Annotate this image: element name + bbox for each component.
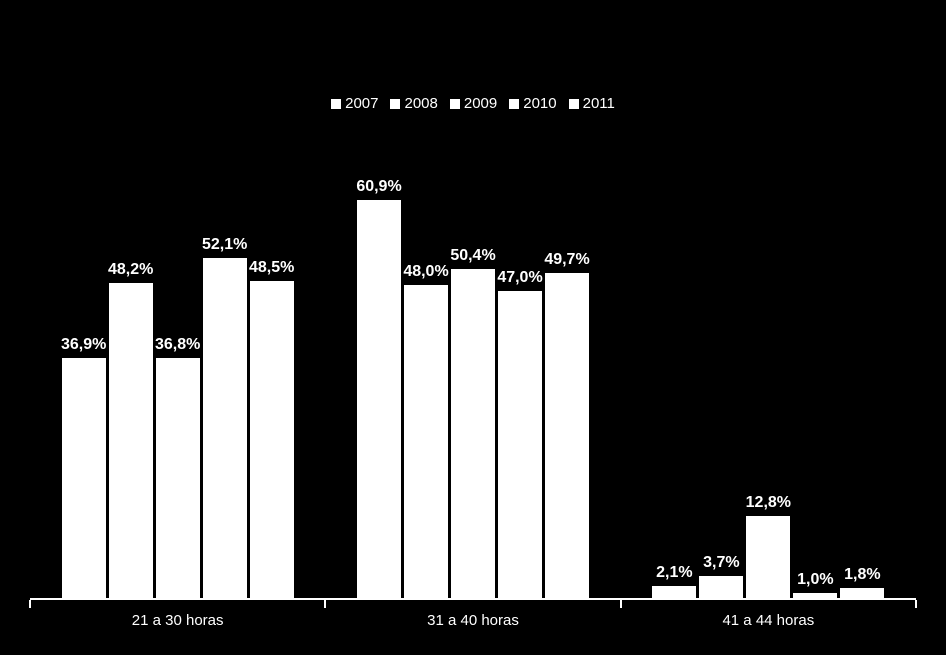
legend-item-2009: 2009 <box>450 95 497 112</box>
bar-value-label: 49,7% <box>544 251 589 269</box>
legend-swatch-icon <box>569 99 579 109</box>
bar: 2,1% <box>652 586 696 600</box>
legend-swatch-icon <box>390 99 400 109</box>
category-label: 41 a 44 horas <box>668 612 868 629</box>
bar-value-label: 36,9% <box>61 336 106 354</box>
bar-value-label: 48,2% <box>108 261 153 279</box>
bar: 3,7% <box>699 576 743 600</box>
bar-value-label: 47,0% <box>497 269 542 287</box>
axis-tick <box>324 600 326 608</box>
bar: 36,9% <box>62 358 106 600</box>
bar-value-label: 36,8% <box>155 336 200 354</box>
bar-value-label: 2,1% <box>656 564 692 582</box>
legend-label: 2007 <box>345 95 378 112</box>
bar: 36,8% <box>156 358 200 600</box>
bar: 48,0% <box>404 285 448 600</box>
bar: 52,1% <box>203 258 247 600</box>
chart-legend: 2007 2008 2009 2010 2011 <box>0 95 946 112</box>
axis-tick <box>915 600 917 608</box>
bar: 1,0% <box>793 593 837 600</box>
bar-group: 2,1%3,7%12,8%1,0%1,8% <box>652 516 884 600</box>
legend-item-2008: 2008 <box>390 95 437 112</box>
bar: 49,7% <box>545 273 589 600</box>
plot-area: 36,9%48,2%36,8%52,1%48,5%21 a 30 horas60… <box>30 140 916 600</box>
legend-item-2010: 2010 <box>509 95 556 112</box>
legend-item-2011: 2011 <box>569 95 615 112</box>
bar-group: 36,9%48,2%36,8%52,1%48,5% <box>62 258 294 600</box>
bar: 50,4% <box>451 269 495 600</box>
legend-label: 2009 <box>464 95 497 112</box>
bar-value-label: 52,1% <box>202 236 247 254</box>
legend-swatch-icon <box>450 99 460 109</box>
bar: 60,9% <box>357 200 401 600</box>
bar: 47,0% <box>498 291 542 600</box>
grouped-bar-chart: 2007 2008 2009 2010 2011 36,9%48,2%36,8%… <box>0 0 946 655</box>
category-label: 21 a 30 horas <box>78 612 278 629</box>
bar-value-label: 1,8% <box>844 566 880 584</box>
axis-tick <box>620 600 622 608</box>
bar-group: 60,9%48,0%50,4%47,0%49,7% <box>357 200 589 600</box>
bar-value-label: 50,4% <box>450 247 495 265</box>
bar: 12,8% <box>746 516 790 600</box>
category-label: 31 a 40 horas <box>373 612 573 629</box>
bar-value-label: 1,0% <box>797 571 833 589</box>
legend-label: 2008 <box>404 95 437 112</box>
bar-value-label: 48,0% <box>403 263 448 281</box>
bar-value-label: 12,8% <box>746 494 791 512</box>
bar: 1,8% <box>840 588 884 600</box>
legend-item-2007: 2007 <box>331 95 378 112</box>
legend-label: 2011 <box>583 95 615 112</box>
bar: 48,2% <box>109 283 153 600</box>
legend-swatch-icon <box>331 99 341 109</box>
bar-value-label: 60,9% <box>356 178 401 196</box>
legend-label: 2010 <box>523 95 556 112</box>
bar: 48,5% <box>250 281 294 600</box>
bar-value-label: 3,7% <box>703 554 739 572</box>
bar-value-label: 48,5% <box>249 259 294 277</box>
axis-tick <box>29 600 31 608</box>
legend-swatch-icon <box>509 99 519 109</box>
